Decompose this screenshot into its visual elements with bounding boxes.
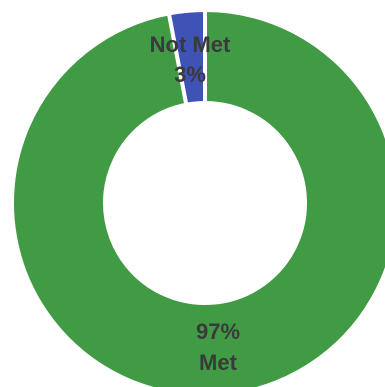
label-met-name: Met bbox=[199, 350, 238, 375]
label-not-met-name: Not Met bbox=[150, 32, 231, 57]
label-met-value: 97% bbox=[196, 319, 240, 344]
label-not-met-value: 3% bbox=[174, 62, 206, 87]
donut-slice-met bbox=[10, 7, 385, 387]
donut-slices bbox=[10, 7, 385, 387]
